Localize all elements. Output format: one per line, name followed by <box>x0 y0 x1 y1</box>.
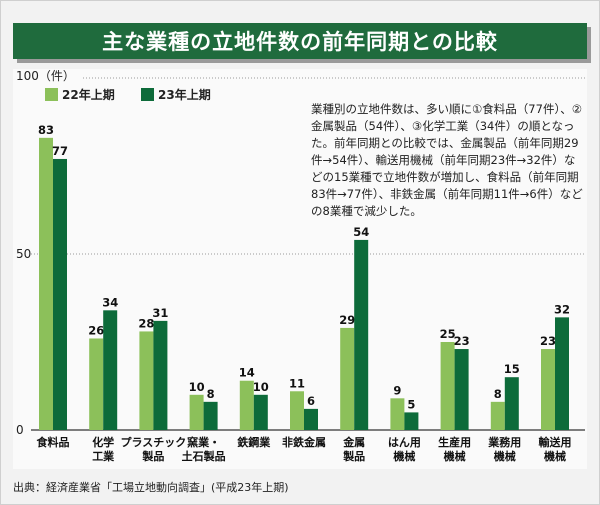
bar <box>541 349 555 430</box>
bar <box>189 394 204 430</box>
bar <box>239 380 254 430</box>
y-axis-max-label: 100（件） <box>16 69 75 83</box>
bar <box>290 391 304 430</box>
x-tick-label: プラスチック <box>121 435 187 449</box>
x-tick-label: 食料品 <box>37 435 70 449</box>
legend-label: 22年上期 <box>62 87 115 102</box>
bar-value-label: 25 <box>440 327 456 341</box>
source-note: 出典：経済産業省「工場立地動向調査」(平成23年上期) <box>13 481 289 494</box>
bar <box>404 412 419 430</box>
bar <box>354 239 369 430</box>
x-tick-label: 工業 <box>92 449 115 463</box>
x-tick-label: 機械 <box>494 449 516 463</box>
bar <box>555 317 569 430</box>
x-tick-label: 非鉄金属 <box>282 435 326 449</box>
bar <box>89 338 104 430</box>
bar-value-label: 8 <box>494 387 502 401</box>
x-tick-label: 機械 <box>393 449 415 463</box>
bar-value-label: 14 <box>239 366 255 380</box>
x-tick-label: 鉄鋼業 <box>237 435 271 449</box>
bar <box>390 398 405 430</box>
y-tick-label: 50 <box>16 247 31 261</box>
x-tick-label: 窯業・ <box>187 435 220 449</box>
bar-value-label: 34 <box>102 295 118 309</box>
bar-value-label: 54 <box>353 225 369 239</box>
bar-value-label: 28 <box>138 316 154 330</box>
bar <box>454 349 469 430</box>
x-tick-label: 金属 <box>342 435 365 449</box>
x-tick-label: 生産用 <box>438 435 471 449</box>
bar <box>53 158 67 430</box>
bar <box>504 377 519 430</box>
x-tick-label: 土石製品 <box>182 449 226 463</box>
bar <box>253 394 268 430</box>
bar-value-label: 5 <box>407 397 415 411</box>
x-tick-label: 製品 <box>342 449 365 463</box>
bar <box>340 327 355 430</box>
x-tick-label: 業務用 <box>487 435 521 449</box>
bar-value-label: 77 <box>52 144 68 158</box>
bar <box>39 137 53 430</box>
legend-swatch <box>45 88 58 101</box>
x-tick-label: 製品 <box>141 449 164 463</box>
bar <box>203 401 218 430</box>
bar-value-label: 83 <box>38 123 54 137</box>
bar <box>304 408 318 430</box>
legend-label: 23年上期 <box>158 87 211 102</box>
x-tick-label: 化学 <box>92 435 114 449</box>
bar <box>153 320 168 430</box>
bar-value-label: 10 <box>189 380 205 394</box>
bar-value-label: 29 <box>339 313 355 327</box>
bar-value-label: 26 <box>88 323 104 337</box>
bar <box>440 342 455 430</box>
bar <box>103 310 118 430</box>
title-bar: 主な業種の立地件数の前年同期との比較 <box>13 23 587 59</box>
bar-value-label: 8 <box>207 387 215 401</box>
bar-value-label: 10 <box>253 380 269 394</box>
chart-title: 主な業種の立地件数の前年同期との比較 <box>102 30 498 54</box>
bar-value-label: 11 <box>289 376 305 390</box>
bar <box>490 401 505 430</box>
bar-value-label: 15 <box>504 362 520 376</box>
bar-value-label: 6 <box>307 394 315 408</box>
bar-value-label: 31 <box>152 306 168 320</box>
bar <box>139 331 154 430</box>
y-tick-label: 0 <box>16 423 24 437</box>
chart-note: 業種別の立地件数は、多い順に①食料品（77件）、②金属製品（54件）、③化学工業… <box>311 101 583 220</box>
bar-value-label: 9 <box>393 383 401 397</box>
bar-value-label: 32 <box>554 302 570 316</box>
x-tick-label: 機械 <box>444 449 466 463</box>
x-tick-label: 輸送用 <box>539 435 572 449</box>
legend-swatch <box>141 88 154 101</box>
x-tick-label: 機械 <box>544 449 566 463</box>
x-tick-label: はん用 <box>388 436 421 449</box>
bar-value-label: 23 <box>454 334 470 348</box>
bar-value-label: 23 <box>540 334 556 348</box>
